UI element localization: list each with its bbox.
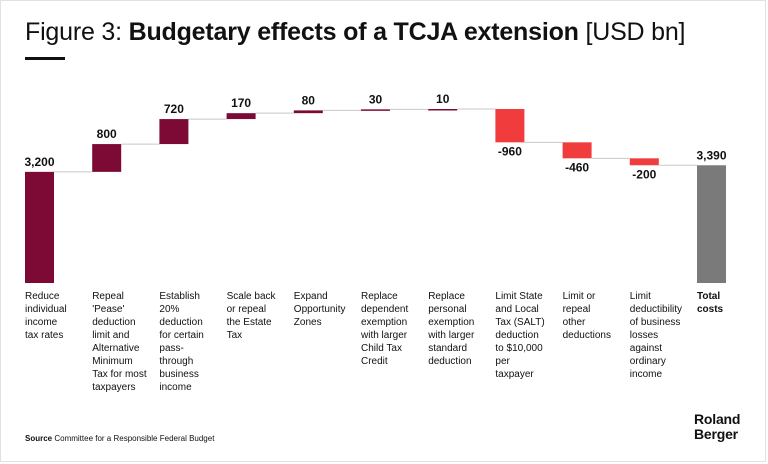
source-note: Source Committee for a Responsible Feder…: [25, 434, 214, 443]
bar-6: [361, 109, 390, 111]
category-label: Scale back or repeal the Estate Tax: [226, 291, 276, 341]
value-label: 80: [302, 93, 316, 107]
category-label: Reduce individual income tax rates: [25, 291, 67, 341]
value-label: -960: [498, 144, 522, 158]
bar-3: [159, 119, 189, 145]
bar-4: [226, 113, 256, 120]
source-text: Committee for a Responsible Federal Budg…: [52, 434, 215, 443]
bar-11: [697, 165, 726, 283]
chart-title: Figure 3: Budgetary effects of a TCJA ex…: [25, 15, 686, 49]
roland-berger-logo: Roland Berger: [694, 412, 740, 442]
value-label: 30: [369, 92, 383, 106]
value-label: 170: [231, 96, 251, 110]
title-main: Budgetary effects of a TCJA extension: [128, 18, 579, 46]
category-label: Establish 20% deduction for certain pass-thr…: [159, 291, 204, 393]
bar-9: [562, 142, 592, 159]
value-label: 10: [436, 92, 450, 106]
value-label: 3,390: [696, 148, 726, 162]
category-label: Limit or repeal other deductions: [562, 291, 611, 341]
title-unit: [USD bn]: [585, 18, 686, 46]
category-label: Total costs: [697, 291, 724, 315]
bar-1: [25, 171, 54, 283]
title-prefix: Figure 3:: [25, 18, 129, 46]
category-label: Repeal 'Pease' deduction limit and Alternati…: [92, 291, 147, 393]
bar-5: [293, 110, 323, 114]
value-label: -460: [565, 160, 589, 174]
logo-line-1: Roland: [694, 411, 741, 427]
bar-2: [92, 144, 122, 172]
source-label: Source: [25, 434, 53, 443]
category-label: Limit State and Local Tax (SALT) deduction t…: [495, 291, 545, 380]
value-label: 800: [97, 127, 117, 141]
logo-line-2: Berger: [694, 426, 738, 442]
category-label: Expand Opportunity Zones: [293, 291, 346, 328]
value-label: 720: [164, 102, 184, 116]
value-label: -200: [632, 167, 656, 181]
category-label: Replace dependent exemption with larger Chil…: [361, 291, 409, 367]
category-label: Replace personal exemption with larger stand…: [428, 291, 475, 367]
bar-10: [629, 158, 659, 166]
bar-7: [428, 109, 458, 111]
category-label: Limit deductibility of business losses again…: [629, 291, 683, 380]
bar-8: [495, 109, 525, 143]
value-label: 3,200: [24, 155, 54, 169]
title-underline: [25, 57, 65, 60]
